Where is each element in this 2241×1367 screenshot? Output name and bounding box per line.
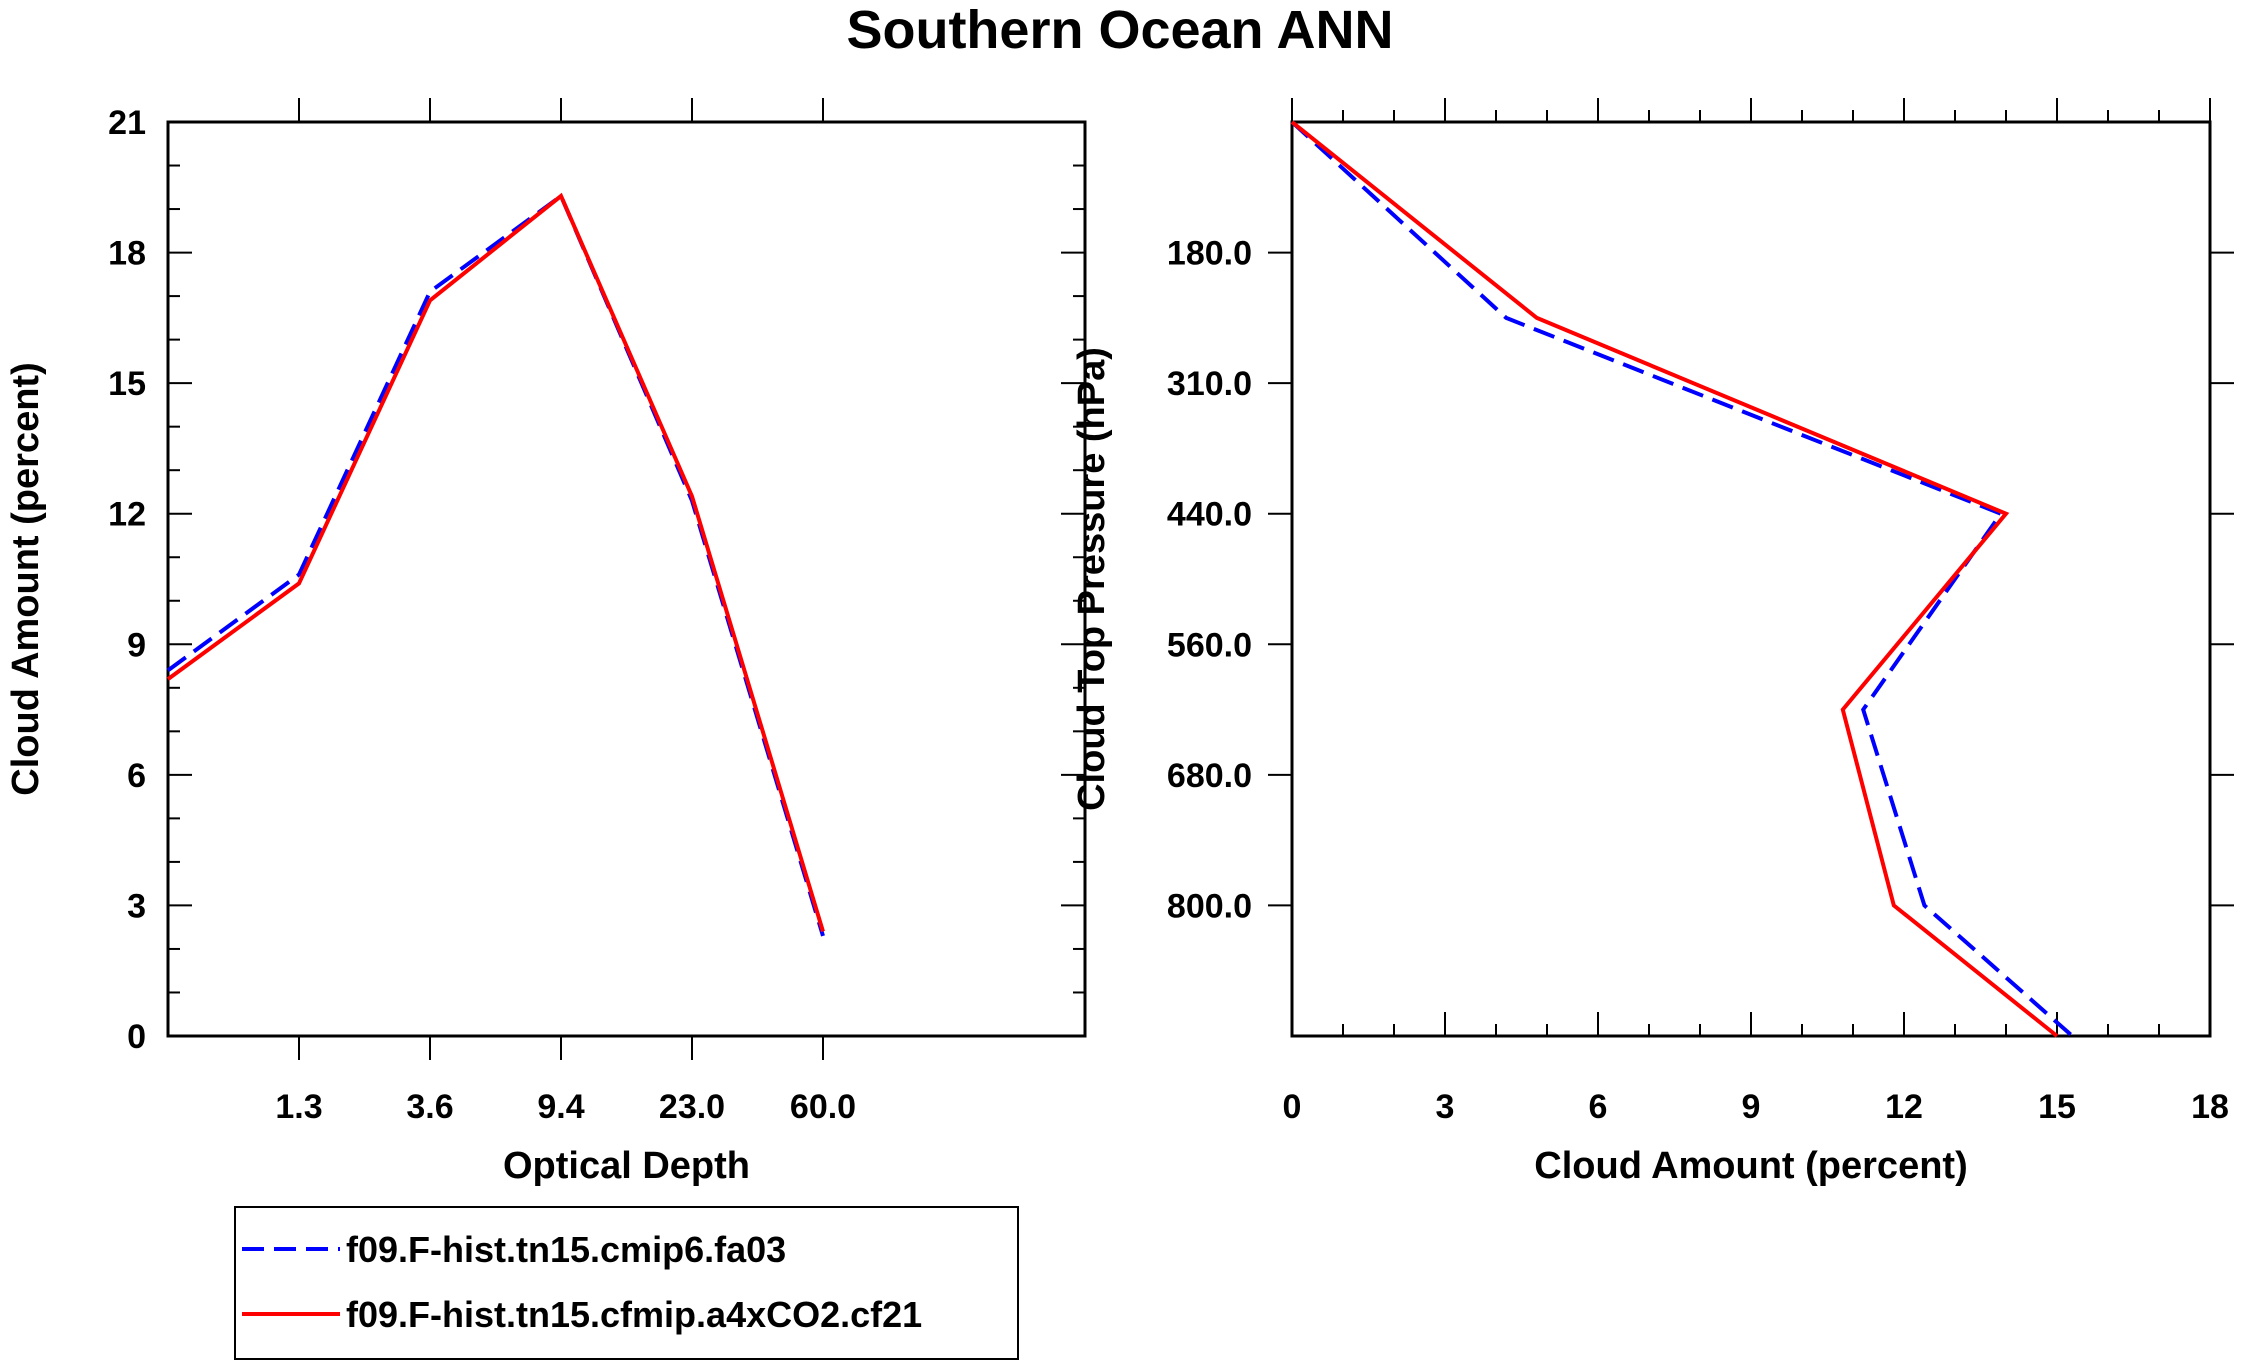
left-x-tick-label: 23.0 [659, 1088, 725, 1126]
right-y-tick-label: 800.0 [1167, 887, 1252, 925]
left-series-a4xco2 [166, 192, 825, 933]
figure-title: Southern Ocean ANN [846, 0, 1393, 60]
right-y-tick-label: 440.0 [1167, 496, 1252, 534]
right-plot-frame [1290, 120, 2212, 1038]
left-x-tick-label: 9.4 [537, 1088, 584, 1126]
right-y-tick-label: 310.0 [1167, 365, 1252, 403]
right-y-tick-label: 180.0 [1167, 235, 1252, 273]
left-y-tick-label: 18 [108, 235, 146, 273]
left-y-tick-label: 3 [127, 887, 146, 925]
left-y-axis-label: Cloud Amount (percent) [5, 362, 47, 795]
left-y-tick-label: 9 [127, 626, 146, 664]
right-panel: 0 3 6 9 12 15 18 180.0 310.0 440.0 560.0 680.0 800.0… [1071, 98, 2234, 1187]
left-x-axis-label: Optical Depth [503, 1145, 750, 1187]
right-x-tick-label: 6 [1589, 1088, 1608, 1126]
right-x-tick-label: 15 [2038, 1088, 2076, 1126]
left-x-tick-label: 60.0 [790, 1088, 856, 1126]
left-y-tick-label: 21 [108, 104, 146, 142]
legend-label-a4xco2: f09.F-hist.tn15.cfmip.a4xCO2.cf21 [346, 1294, 922, 1335]
left-panel: 0 3 6 9 12 15 18 21 1.3 3.6 9.4 23.0 60.0 Optical Dep… [5, 98, 1087, 1187]
right-y-tick-label: 680.0 [1167, 757, 1252, 795]
right-x-tick-label: 0 [1283, 1088, 1302, 1126]
right-series-a4xco2 [1290, 120, 2059, 1038]
right-x-axis-label: Cloud Amount (percent) [1534, 1145, 1967, 1187]
legend: f09.F-hist.tn15.cmip6.fa03 f09.F-hist.tn… [234, 1206, 1019, 1360]
right-x-tick-label: 9 [1742, 1088, 1761, 1126]
right-series-cmip6 [1290, 120, 2074, 1038]
left-x-tick-label: 3.6 [406, 1088, 453, 1126]
legend-box [234, 1206, 1019, 1360]
legend-label-cmip6: f09.F-hist.tn15.cmip6.fa03 [346, 1229, 786, 1270]
left-series-cmip6 [166, 192, 825, 937]
right-y-axis-label: Cloud Top Pressure (hPa) [1071, 347, 1113, 811]
right-y-tick-label: 560.0 [1167, 626, 1252, 664]
left-y-tick-label: 6 [127, 757, 146, 795]
left-y-tick-label: 12 [108, 496, 146, 534]
left-plot-frame [166, 120, 1087, 1038]
right-x-tick-label: 18 [2191, 1088, 2229, 1126]
left-y-tick-label: 0 [127, 1018, 146, 1056]
left-y-tick-label: 15 [108, 365, 146, 403]
right-x-tick-label: 12 [1885, 1088, 1923, 1126]
left-x-tick-label: 1.3 [275, 1088, 322, 1126]
right-x-tick-label: 3 [1436, 1088, 1455, 1126]
